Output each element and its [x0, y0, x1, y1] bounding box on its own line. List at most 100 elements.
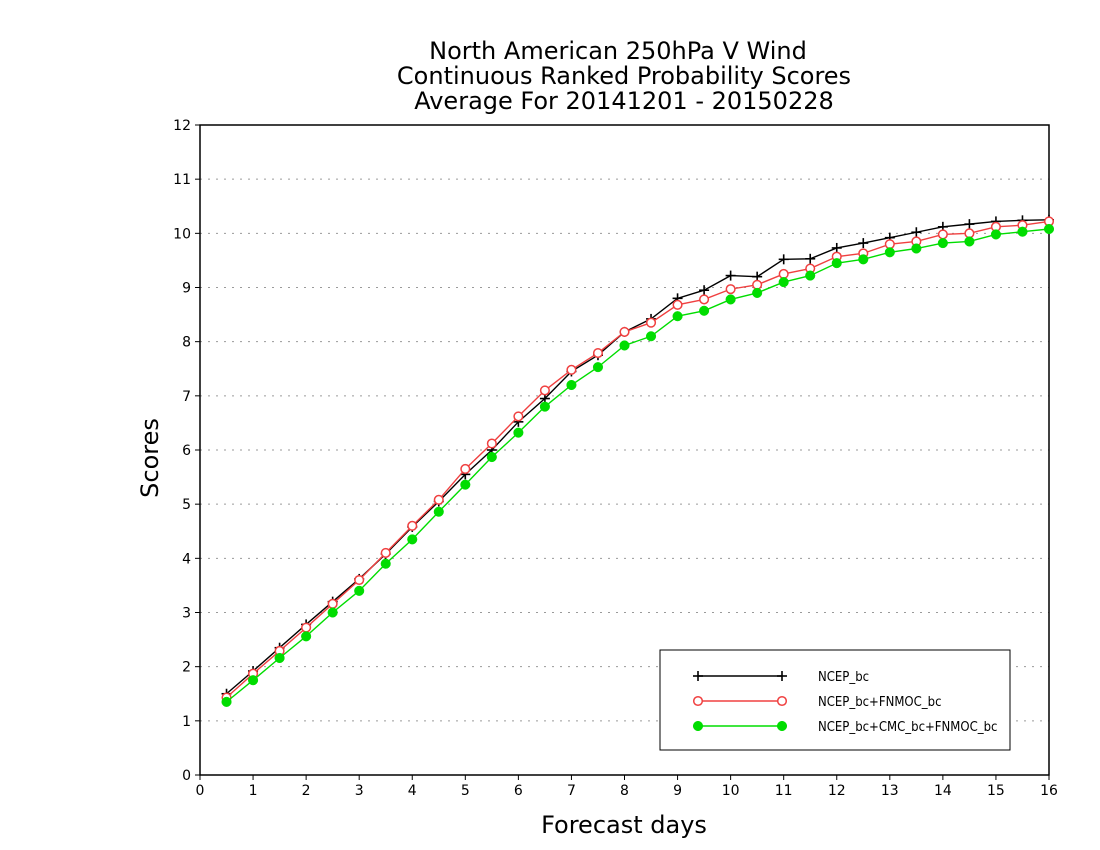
- legend-marker: [777, 671, 787, 681]
- x-tick-label: 14: [934, 783, 952, 799]
- data-point: [990, 229, 1001, 240]
- x-tick-label: 15: [987, 783, 1005, 799]
- data-point: [911, 227, 922, 238]
- data-point: [752, 279, 763, 290]
- series-line: [226, 220, 1050, 699]
- data-point: [884, 247, 895, 258]
- legend-marker: [776, 695, 788, 707]
- x-tick-label: 2: [302, 783, 311, 799]
- data-point: [752, 287, 763, 298]
- y-tick-label: 4: [182, 551, 191, 567]
- data-point: [805, 270, 816, 281]
- data-point: [725, 270, 736, 281]
- x-tick-label: 16: [1040, 783, 1058, 799]
- x-tick-label: 8: [620, 783, 629, 799]
- data-point: [937, 238, 948, 249]
- y-tick-label: 0: [182, 768, 191, 784]
- data-point: [619, 340, 630, 351]
- title-line-3: Average For 20141201 - 20150228: [414, 87, 834, 115]
- data-point: [407, 534, 418, 545]
- x-tick-label: 4: [408, 783, 417, 799]
- data-point: [566, 364, 577, 375]
- data-point: [380, 547, 391, 558]
- data-point: [486, 438, 497, 449]
- data-point: [645, 331, 657, 342]
- y-tick-label: 9: [182, 281, 191, 297]
- x-tick-label: 10: [722, 783, 740, 799]
- y-tick-label: 6: [182, 443, 191, 459]
- data-point: [778, 268, 789, 280]
- y-tick-label: 3: [182, 606, 191, 622]
- series: [221, 214, 1055, 707]
- x-tick-label: 6: [514, 783, 523, 799]
- data-point: [513, 427, 524, 438]
- y-tick-label: 12: [173, 118, 191, 134]
- x-tick-label: 7: [567, 783, 576, 799]
- legend-box: [659, 649, 1011, 751]
- data-point: [433, 506, 444, 517]
- data-point: [301, 622, 312, 633]
- x-tick-label: 0: [196, 783, 205, 799]
- data-point: [248, 675, 259, 686]
- chart-title: North American 250hPa V Wind Continuous …: [397, 37, 851, 115]
- x-tick-label: 11: [775, 783, 793, 799]
- title-line-2: Continuous Ranked Probability Scores: [397, 62, 851, 90]
- y-tick-label: 10: [173, 226, 191, 242]
- data-point: [433, 494, 444, 505]
- y-axis-label: Scores: [136, 418, 164, 498]
- data-point: [592, 347, 604, 359]
- x-axis-label: Forecast days: [541, 811, 707, 839]
- data-point: [1017, 226, 1028, 237]
- legend-label: NCEP_bc+CMC_bc+FNMOC_bc: [818, 720, 997, 735]
- y-tick-label: 1: [182, 714, 191, 730]
- data-point: [778, 254, 789, 265]
- x-tick-label: 13: [881, 783, 899, 799]
- data-point: [566, 379, 577, 391]
- data-point: [274, 652, 285, 664]
- legend-marker: [692, 720, 704, 732]
- data-point: [831, 258, 842, 269]
- data-point: [699, 294, 710, 305]
- legend-label: NCEP_bc: [818, 670, 869, 685]
- data-point: [831, 242, 842, 253]
- legend-label: NCEP_bc+FNMOC_bc: [818, 695, 942, 710]
- data-point: [592, 362, 604, 373]
- data-point: [672, 311, 683, 322]
- data-point: [858, 238, 869, 249]
- data-point: [778, 277, 789, 288]
- title-line-1: North American 250hPa V Wind: [429, 37, 807, 65]
- data-point: [858, 254, 869, 265]
- legend-marker: [693, 671, 703, 681]
- data-point: [725, 284, 736, 295]
- y-tick-label: 8: [182, 335, 191, 351]
- data-point: [699, 285, 710, 296]
- y-tick-label: 5: [182, 497, 191, 513]
- data-point: [539, 401, 550, 412]
- data-point: [672, 299, 683, 310]
- data-point: [327, 607, 338, 618]
- y-tick-label: 11: [173, 172, 191, 188]
- data-point: [486, 451, 497, 463]
- y-tick-label: 2: [182, 660, 191, 676]
- data-point: [1043, 223, 1055, 235]
- data-point: [699, 305, 710, 316]
- x-tick-label: 3: [355, 783, 364, 799]
- legend: NCEP_bc NCEP_bc+FNMOC_bc NCEP_bc+CMC_bc+FN…: [659, 649, 1011, 751]
- data-point: [964, 236, 975, 247]
- data-point: [301, 631, 312, 642]
- series-line: [226, 219, 1050, 695]
- data-point: [460, 479, 471, 490]
- data-point: [380, 558, 391, 569]
- series-line: [226, 228, 1050, 703]
- legend-marker: [692, 695, 704, 707]
- data-point: [884, 239, 895, 250]
- x-tick-label: 1: [249, 783, 258, 799]
- grid: [200, 178, 1049, 722]
- data-point: [539, 385, 550, 396]
- data-point: [354, 585, 365, 596]
- data-point: [645, 317, 657, 328]
- data-point: [937, 229, 948, 240]
- data-point: [964, 219, 975, 230]
